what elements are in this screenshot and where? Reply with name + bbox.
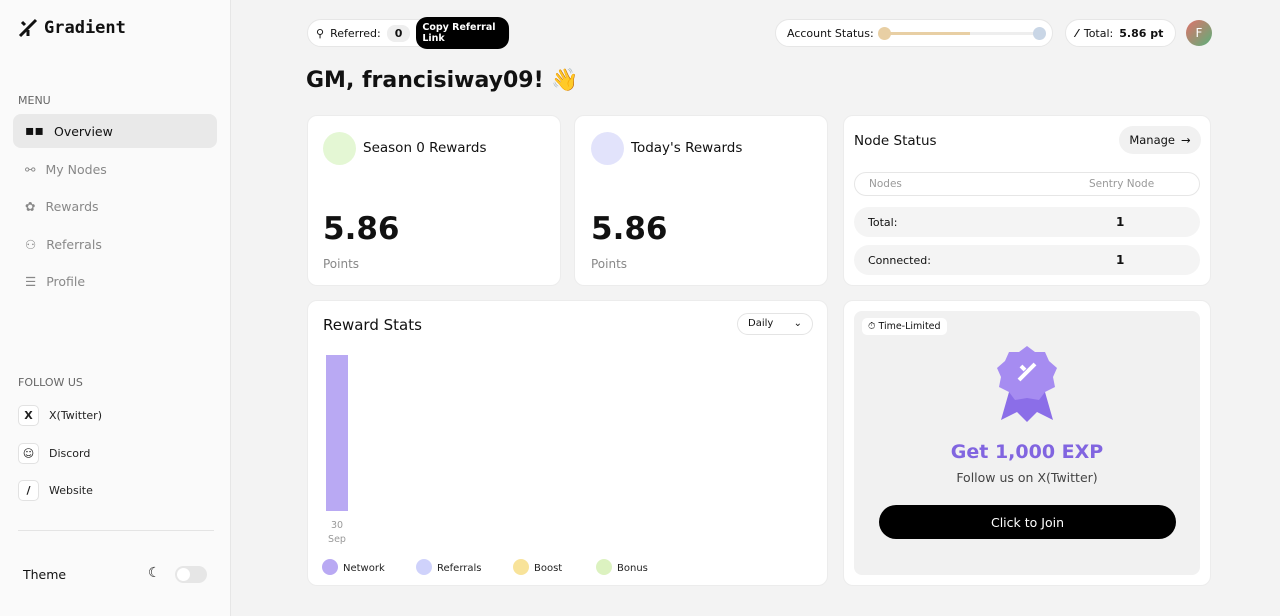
total-pill: ⁄ Total: 5.86 pt: [1065, 19, 1176, 47]
follow-label: X(Twitter): [49, 409, 102, 422]
node-row: Connected: 1: [854, 245, 1200, 275]
legend-swatch: [513, 559, 529, 575]
legend-label: Network: [343, 563, 385, 574]
account-status-label: Account Status:: [787, 26, 874, 40]
logo-icon: [18, 18, 38, 38]
node-row: Total: 1: [854, 207, 1200, 237]
menu-item[interactable]: ⚇ Referrals: [25, 236, 102, 252]
legend-label: Bonus: [617, 563, 648, 574]
promo-medal: [997, 346, 1057, 422]
promo-title: Get 1,000 EXP: [950, 441, 1104, 463]
promo-card: ⏱ Time-Limited Get 1,000 EXP Follow us o…: [843, 300, 1211, 586]
menu-item[interactable]: ⚯ My Nodes: [25, 161, 107, 177]
column-header: Sentry Node: [1089, 178, 1155, 190]
copy-referral-button[interactable]: Copy Referral Link: [416, 17, 509, 49]
account-status: Account Status:: [775, 19, 1053, 47]
season-value: 5.86: [323, 211, 400, 247]
menu-title: MENU: [18, 94, 51, 107]
column-header: Nodes: [869, 178, 902, 190]
menu-label: Overview: [53, 123, 113, 139]
node-status-title: Node Status: [854, 133, 937, 149]
row-value: 1: [1116, 215, 1125, 229]
legend-swatch: [322, 559, 338, 575]
menu-label: Rewards: [45, 198, 99, 214]
menu-label: Profile: [46, 273, 86, 289]
today-value: 5.86: [591, 211, 668, 247]
period-label: Daily: [748, 318, 774, 329]
follow-link[interactable]: ☺ Discord: [18, 443, 90, 464]
manage-button[interactable]: Manage →: [1119, 126, 1201, 154]
node-header: Nodes Sentry Node: [854, 172, 1200, 196]
menu-label: My Nodes: [45, 161, 107, 177]
referred-count: 0: [386, 24, 411, 42]
follow-link[interactable]: / Website: [18, 480, 93, 501]
chart: Network Referrals Boost Bonus: [322, 355, 648, 575]
logo[interactable]: Gradient: [18, 18, 126, 38]
follow-title: FOLLOW US: [18, 376, 83, 389]
legend-label: Referrals: [437, 563, 482, 574]
referred-label: Referred:: [330, 26, 381, 40]
moon-icon: ☾: [148, 565, 161, 581]
reward-stats-card: Reward Stats Daily ⌄ Network Referrals Boos…: [307, 300, 828, 586]
divider: [18, 530, 214, 531]
today-unit: Points: [591, 257, 628, 271]
promo-badge: ⏱ Time-Limited: [862, 318, 947, 335]
badge-label: Time-Limited: [878, 321, 941, 332]
follow-link[interactable]: X X(Twitter): [18, 405, 102, 426]
row-value: 1: [1116, 253, 1125, 267]
legend-swatch: [416, 559, 432, 575]
row-label: Total:: [868, 215, 898, 229]
follow-label: Discord: [49, 447, 91, 460]
node-status-card: Node Status Manage → Nodes Sentry Node To…: [843, 115, 1211, 286]
season-card: Season 0 Rewards 5.86 Points: [307, 115, 561, 286]
promo-panel: ⏱ Time-Limited Get 1,000 EXP Follow us o…: [854, 311, 1200, 575]
season-unit: Points: [323, 257, 360, 271]
row-label: Connected:: [868, 253, 931, 267]
today-title: Today's Rewards: [631, 140, 743, 156]
menu-item[interactable]: ☰ Profile: [25, 273, 86, 289]
period-select[interactable]: Daily ⌄: [737, 313, 813, 335]
today-card: Today's Rewards 5.86 Points: [574, 115, 828, 286]
follow-label: Website: [49, 484, 93, 497]
menu-item[interactable]: ✿ Rewards: [25, 198, 99, 214]
season-icon: [323, 132, 356, 165]
menu-label: Referrals: [46, 236, 102, 252]
status-track: [877, 26, 1046, 40]
logo-text: Gradient: [44, 18, 126, 38]
promo-subtitle: Follow us on X(Twitter): [956, 470, 1098, 485]
legend-swatch: [596, 559, 612, 575]
avatar[interactable]: F: [1186, 20, 1212, 46]
sidebar: Gradient MENU ▪▪ Overview ⚯ My Nodes ✿ Rewa…: [0, 0, 231, 616]
total-value: 5.86 pt: [1119, 26, 1164, 40]
join-button[interactable]: Click to Join: [879, 505, 1176, 539]
today-icon: [591, 132, 624, 165]
x-tick-label: 30 Sep: [328, 520, 346, 545]
bar-segment: [326, 355, 348, 511]
theme-label: Theme: [23, 567, 67, 582]
season-title: Season 0 Rewards: [363, 140, 487, 156]
total-label: Total:: [1083, 26, 1114, 40]
legend-label: Boost: [534, 563, 562, 574]
referral-bar: ⚲ Referred: 0 Copy Referral Link: [307, 17, 510, 49]
manage-label: Manage: [1129, 133, 1176, 147]
chart-title: Reward Stats: [323, 316, 422, 334]
menu-item[interactable]: ▪▪ Overview: [13, 114, 217, 148]
theme-toggle[interactable]: [175, 566, 207, 583]
greeting: GM, francisiway09! 👋: [306, 68, 579, 93]
